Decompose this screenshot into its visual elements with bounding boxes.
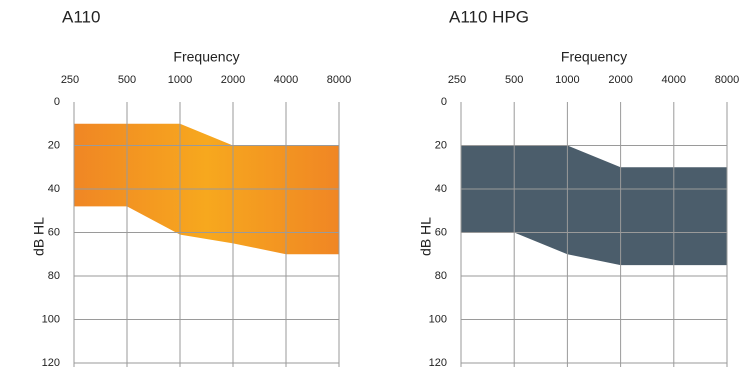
y-tick-label: 40 [48,183,60,195]
x-tick-label: 250 [61,74,79,86]
x-tick-label: 500 [505,74,523,86]
y-tick-label: 20 [435,139,447,151]
x-tick-label: 1000 [168,74,192,86]
x-axis-title: Frequency [173,49,239,65]
y-tick-label: 120 [42,357,60,367]
chart-title: A110 HPG [449,7,529,26]
y-tick-label: 0 [54,96,60,108]
y-tick-label: 80 [48,270,60,282]
y-axis-title: dB HL [418,217,434,256]
x-tick-label: 1000 [555,74,579,86]
fitting-range [461,145,727,266]
x-tick-label: 500 [118,74,136,86]
chart-title: A110 [62,7,100,26]
x-tick-label: 250 [448,74,466,86]
y-tick-label: 120 [429,357,447,367]
y-tick-label: 100 [429,313,447,325]
x-tick-label: 4000 [274,74,298,86]
x-tick-label: 8000 [715,74,739,86]
x-tick-label: 4000 [662,74,686,86]
x-tick-label: 2000 [221,74,245,86]
x-tick-label: 2000 [608,74,632,86]
y-tick-label: 100 [42,313,60,325]
y-axis-title: dB HL [31,217,47,256]
y-tick-label: 0 [441,96,447,108]
y-tick-label: 60 [435,226,447,238]
y-tick-label: 60 [48,226,60,238]
x-axis-title: Frequency [561,49,627,65]
y-tick-label: 20 [48,139,60,151]
y-tick-label: 80 [435,270,447,282]
y-tick-label: 40 [435,183,447,195]
x-tick-label: 8000 [327,74,351,86]
